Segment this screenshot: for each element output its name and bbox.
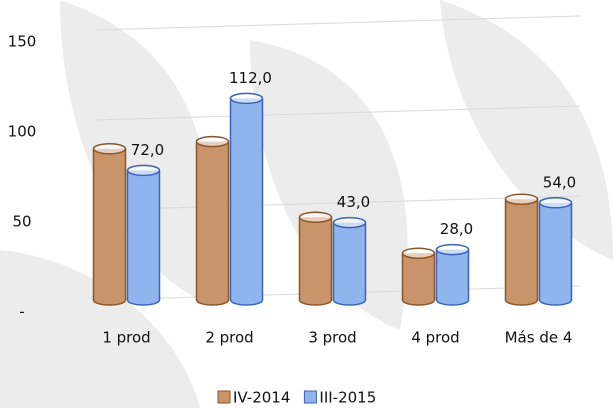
y-tick-label: 100 [8,123,37,141]
data-label: 112,0 [229,69,272,87]
bar [92,143,127,306]
bar-top [298,211,333,223]
bar-body [127,170,160,300]
data-label: 72,0 [131,141,164,159]
x-tick-label: Más de 4 [505,329,573,347]
bar [504,193,539,306]
grid-line [94,15,581,31]
bar-top [435,243,470,256]
legend-swatch [303,390,317,404]
x-tick-label: 2 prod [205,329,253,347]
bar-top [126,164,161,177]
bar-body [539,202,572,300]
bar-top [92,143,127,155]
y-tick-label: - [19,303,24,321]
y-tick-label: 50 [12,213,31,231]
bar-body [436,249,469,300]
bar-body [230,98,263,301]
bar-top [332,216,367,229]
bar-top [195,135,230,148]
bar [195,135,230,306]
data-label: 54,0 [543,173,576,191]
bar-body [196,141,229,300]
data-label: 43,0 [337,193,370,211]
bar [229,92,264,306]
bar [298,211,333,306]
bar-top [229,92,264,105]
bar [435,243,470,306]
x-tick-label: 4 prod [411,329,459,347]
y-tick-label: 150 [8,33,37,51]
bar-body [333,222,366,300]
grid-line [94,195,581,211]
bar-top [401,247,436,259]
x-tick-label: 1 prod [102,329,150,347]
bar-body [299,217,332,300]
bar-body [505,199,538,300]
legend-swatch [217,390,231,404]
bar [538,197,573,306]
grid-line [94,105,581,121]
bar-top [538,197,573,209]
bar [332,216,367,306]
bar-top [504,193,539,205]
legend-label: III-2015 [319,389,376,407]
x-tick-label: 3 prod [308,329,356,347]
bar-body [93,148,126,300]
legend-label: IV-2014 [233,389,290,407]
bar-body [402,253,435,300]
data-label: 28,0 [440,220,473,238]
bar [401,247,436,306]
bar [126,164,161,306]
